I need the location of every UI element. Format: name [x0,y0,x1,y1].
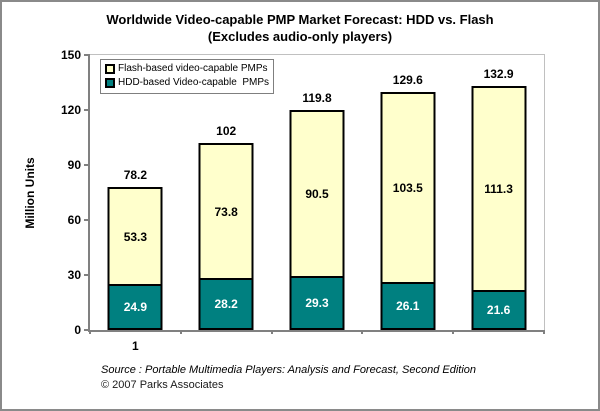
bar-total-label: 102 [216,124,237,138]
y-tick-label: 150 [60,48,81,62]
bar-value-label-hdd: 29.3 [305,296,329,311]
y-tick-mark [84,54,90,56]
x-tick-mark [89,330,91,334]
bar-value-label-flash: 73.8 [214,204,238,219]
legend-swatch-flash [105,64,115,74]
bar-segment-flash: 103.5 [380,92,436,283]
bar-value-label-hdd: 21.6 [486,303,511,318]
x-tick-mark [452,330,455,334]
y-axis-title: Million Units [23,157,37,229]
x-tick-mark [270,330,273,334]
y-tick-mark [84,219,90,221]
y-tick-label: 90 [67,158,81,172]
bar-segment-hdd: 29.3 [289,276,345,330]
bar-segment-hdd: 21.6 [471,290,527,330]
legend-label-flash: Flash-based video-capable PMPs [118,63,268,74]
y-tick-label: 60 [67,213,81,227]
chart-title: Worldwide Video-capable PMP Market Forec… [0,11,600,45]
bar-segment-flash: 53.3 [107,186,163,285]
x-tick-mark [361,330,364,334]
bar-segment-flash: 90.5 [289,110,345,277]
bar-segment-flash: 73.8 [198,143,254,279]
bar-total-label: 119.8 [302,91,332,106]
bar-segment-hdd: 28.2 [198,278,254,330]
bar-value-label-hdd: 24.9 [123,300,148,315]
copyright-note: © 2007 Parks Associates [101,379,224,391]
bar-total-label: 78.2 [123,167,148,182]
bar-segment-hdd: 26.1 [380,282,436,330]
bar-total-label: 132.9 [483,67,514,82]
bar-value-label-hdd: 26.1 [396,299,420,314]
chart-title-line1: Worldwide Video-capable PMP Market Forec… [106,12,494,27]
plot-area: Flash-based video-capable PMPs HDD-based … [61,48,545,353]
chart-title-line2: (Excludes audio-only players) [207,29,393,44]
x-tick-mark [179,330,182,334]
y-tick-mark [84,164,90,166]
bar-segment-hdd: 24.9 [107,284,163,330]
legend-item-hdd: HDD-based Video-capable PMPs [105,76,269,90]
legend: Flash-based video-capable PMPs HDD-based … [100,59,275,94]
y-tick-label: 120 [60,103,81,117]
y-tick-mark [84,329,90,331]
legend-item-flash: Flash-based video-capable PMPs [105,62,269,76]
legend-swatch-hdd [105,78,115,88]
bar-segment-flash: 111.3 [471,86,527,291]
y-tick-mark [84,109,90,111]
y-tick-label: 0 [74,323,81,337]
bar-value-label-flash: 103.5 [392,181,423,196]
bar-total-label: 129.6 [392,73,423,88]
y-tick-mark [84,274,90,276]
legend-label-hdd: HDD-based Video-capable PMPs [118,77,270,88]
bar-value-label-hdd: 28.2 [214,297,238,312]
x-tick-label: 1 [132,339,139,353]
x-tick-mark [543,330,545,334]
source-note: Source : Portable Multimedia Players: An… [101,364,476,376]
y-tick-label: 30 [67,268,81,282]
bar-value-label-flash: 53.3 [123,229,148,244]
bar-value-label-flash: 111.3 [484,182,513,197]
bar-value-label-flash: 90.5 [305,187,329,202]
